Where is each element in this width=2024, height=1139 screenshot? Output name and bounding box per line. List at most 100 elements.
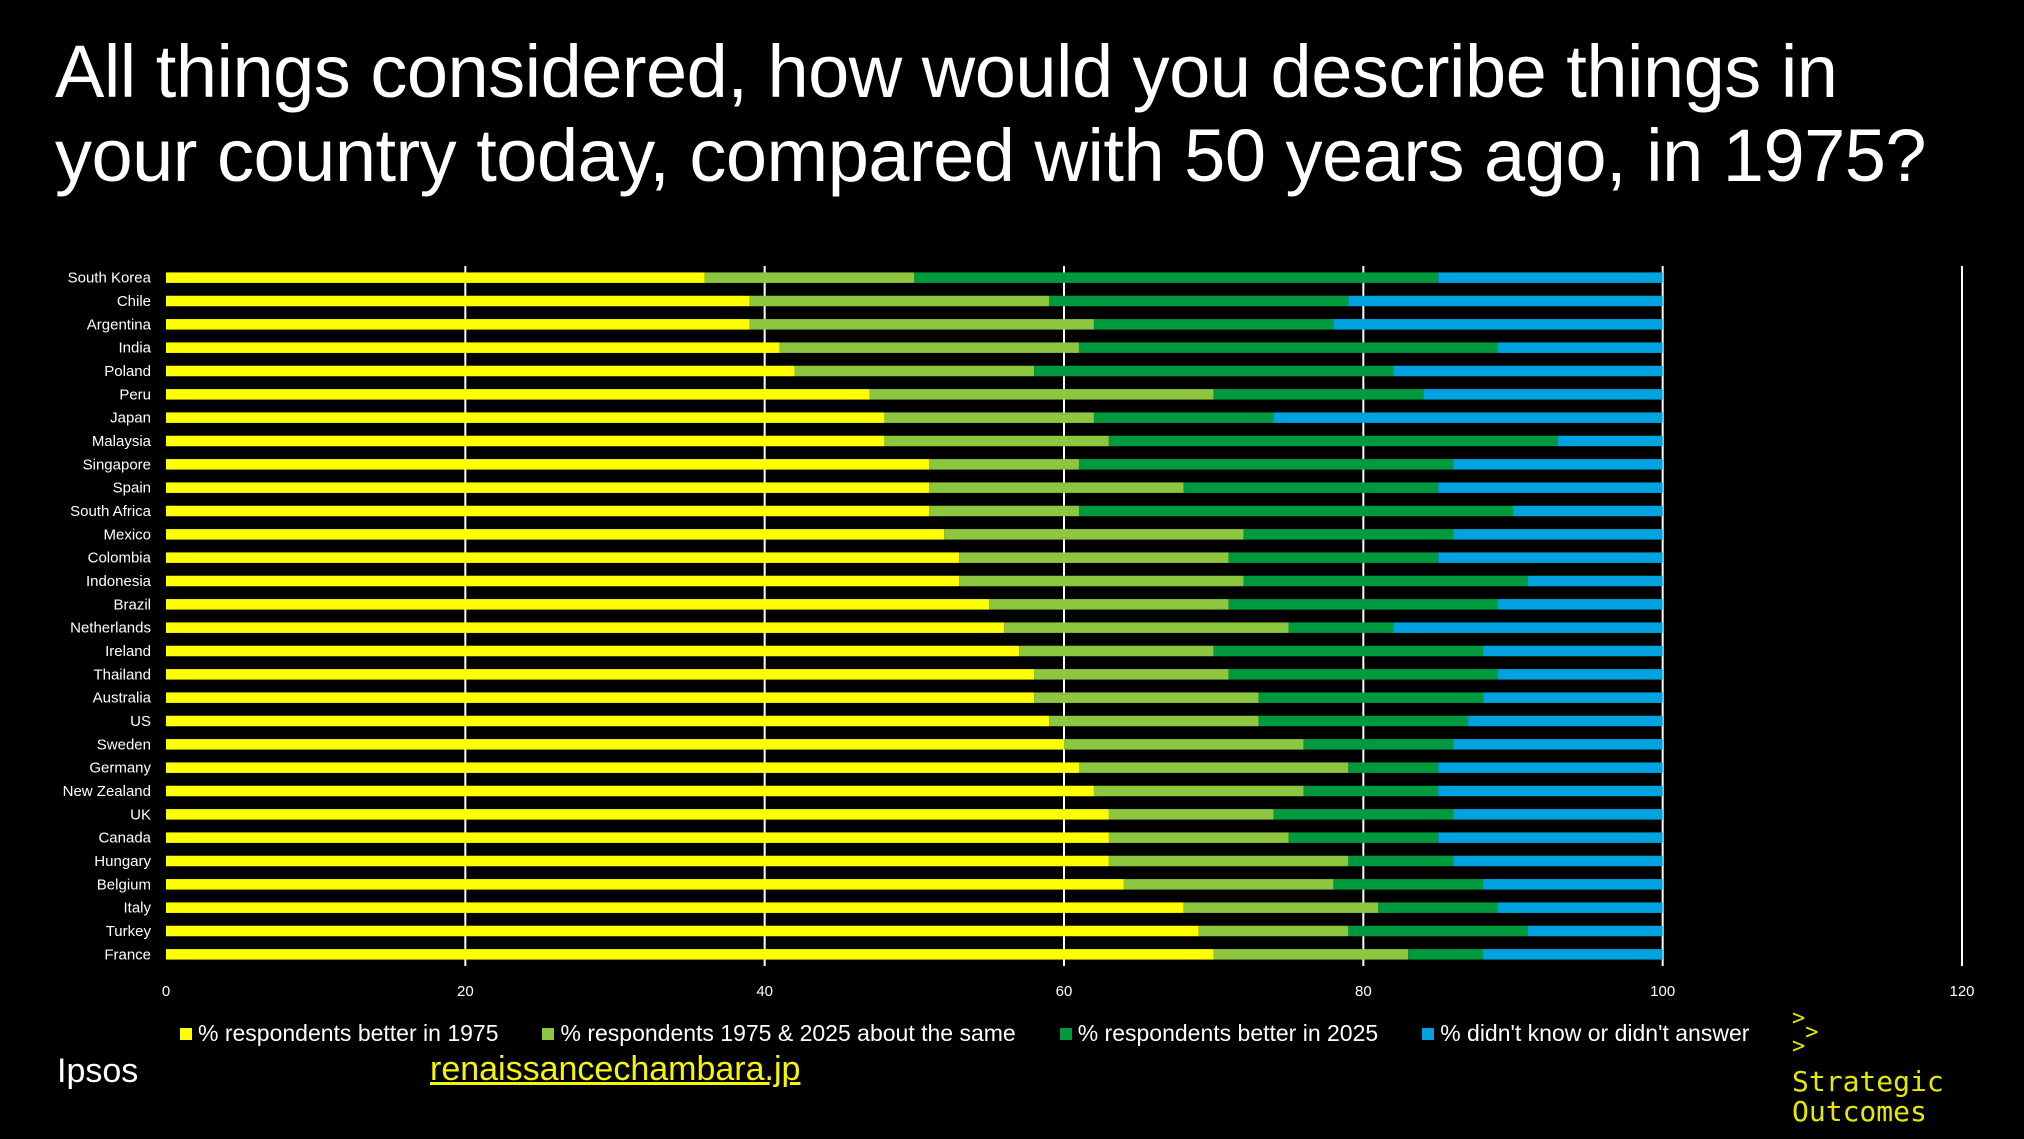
category-label: Poland xyxy=(104,363,151,380)
category-label: Australia xyxy=(93,690,152,707)
legend-label: % respondents 1975 & 2025 about the same xyxy=(560,1020,1016,1046)
bar-segment xyxy=(1228,599,1499,610)
bar-segment xyxy=(1004,622,1289,633)
legend-item: % didn't know or didn't answer xyxy=(1422,1020,1749,1047)
bar-segment xyxy=(1438,552,1663,563)
category-label: Turkey xyxy=(106,923,152,940)
bar-segment xyxy=(1034,669,1229,680)
bar-segment xyxy=(1108,809,1274,820)
bar-segment xyxy=(1483,645,1663,657)
bar-segment xyxy=(166,552,960,563)
bar-segment xyxy=(166,855,1109,867)
bar-segment xyxy=(1393,365,1663,377)
bar-segment xyxy=(166,785,1094,797)
bar-segment xyxy=(1078,505,1513,517)
bar-segment xyxy=(166,599,990,610)
bar-segment xyxy=(1423,389,1663,400)
category-label: Thailand xyxy=(93,666,151,683)
legend-swatch xyxy=(180,1027,192,1040)
bar-segment xyxy=(1198,925,1349,937)
bar-segment xyxy=(1243,575,1528,587)
category-labels: South Korea Chile Argentina India Poland Peru… xyxy=(63,270,152,964)
category-label: Argentina xyxy=(87,316,152,333)
bar-segment xyxy=(749,319,1094,330)
category-label: Canada xyxy=(98,830,151,847)
bar-segment xyxy=(166,739,1064,750)
bar-segment xyxy=(1348,762,1439,773)
bar-segment xyxy=(1243,529,1454,540)
legend-item: % respondents 1975 & 2025 about the same xyxy=(542,1020,1016,1047)
bar-segment xyxy=(166,319,750,330)
bar-segment xyxy=(1034,692,1259,703)
x-tick-label: 80 xyxy=(1355,983,1372,1000)
bar-segment xyxy=(1288,622,1394,633)
bar-segment xyxy=(166,925,1199,937)
bar-segment xyxy=(1498,669,1663,680)
bar-segment xyxy=(166,435,885,447)
x-tick-label: 120 xyxy=(1949,983,1974,1000)
bar-segment xyxy=(1273,412,1663,423)
bar-segment xyxy=(166,389,870,400)
bar-segment xyxy=(1348,855,1454,867)
bar-segment xyxy=(1258,715,1469,727)
bar-segment xyxy=(1093,785,1304,797)
bar-segment xyxy=(166,575,960,587)
bar-segment xyxy=(1108,832,1289,843)
bar-segment xyxy=(1049,715,1259,727)
category-label: US xyxy=(130,713,151,730)
bar-segment xyxy=(1438,832,1663,843)
category-label: Netherlands xyxy=(70,620,151,637)
bar-segment xyxy=(1034,365,1394,377)
bar-segment xyxy=(1333,319,1663,330)
category-label: Ireland xyxy=(105,643,151,660)
bar-segment xyxy=(166,715,1050,727)
bar-segment xyxy=(1123,879,1334,890)
bar-segment xyxy=(1108,435,1558,447)
bar-segment xyxy=(166,505,930,517)
website-link[interactable]: renaissancechambara.jp xyxy=(430,1050,801,1088)
category-label: Hungary xyxy=(94,853,151,870)
category-label: Indonesia xyxy=(86,573,152,590)
category-label: Mexico xyxy=(103,526,151,543)
bar-segment xyxy=(989,599,1229,610)
legend-label: % respondents better in 1975 xyxy=(198,1020,499,1046)
legend-item: % respondents better in 1975 xyxy=(180,1020,498,1047)
bar-segment xyxy=(166,762,1079,773)
category-label: South Africa xyxy=(70,503,152,520)
category-label: Colombia xyxy=(88,550,152,567)
bar-segment xyxy=(1228,669,1499,680)
bar-segment xyxy=(1378,902,1499,913)
bar-segment xyxy=(749,295,1050,307)
bar-segment xyxy=(1348,925,1528,937)
bar-segment xyxy=(1213,645,1484,657)
bar-segment xyxy=(1019,645,1214,657)
bar-segment xyxy=(914,272,1439,283)
bar-segment xyxy=(1498,902,1663,913)
category-label: Japan xyxy=(110,410,151,427)
bar-segment xyxy=(1064,739,1304,750)
bar-segment xyxy=(1108,855,1349,867)
bar-segment xyxy=(1183,482,1439,493)
chart-title: All things considered, how would you des… xyxy=(55,30,1927,197)
category-label: France xyxy=(104,946,151,963)
bar-segment xyxy=(1483,949,1663,960)
category-label: New Zealand xyxy=(63,783,151,800)
bar-segment xyxy=(1438,272,1663,283)
logo-line-2: Outcomes xyxy=(1792,1095,1927,1128)
bar-segment xyxy=(1093,412,1274,423)
category-label: Malaysia xyxy=(92,433,152,450)
bar-segment xyxy=(929,505,1079,517)
bar-segment xyxy=(166,832,1109,843)
category-label: South Korea xyxy=(68,270,152,287)
bar-segment xyxy=(1258,692,1484,703)
bar-segment xyxy=(1527,575,1663,587)
bar-segment xyxy=(884,412,1094,423)
category-label: Singapore xyxy=(83,456,151,473)
bar-segment xyxy=(1513,505,1663,517)
bar-segment xyxy=(1438,762,1663,773)
bar-segment xyxy=(1453,529,1663,540)
category-label: Chile xyxy=(117,293,151,310)
bar-segment xyxy=(166,412,885,423)
bar-segment xyxy=(1468,715,1663,727)
bar-segment xyxy=(166,622,1005,633)
